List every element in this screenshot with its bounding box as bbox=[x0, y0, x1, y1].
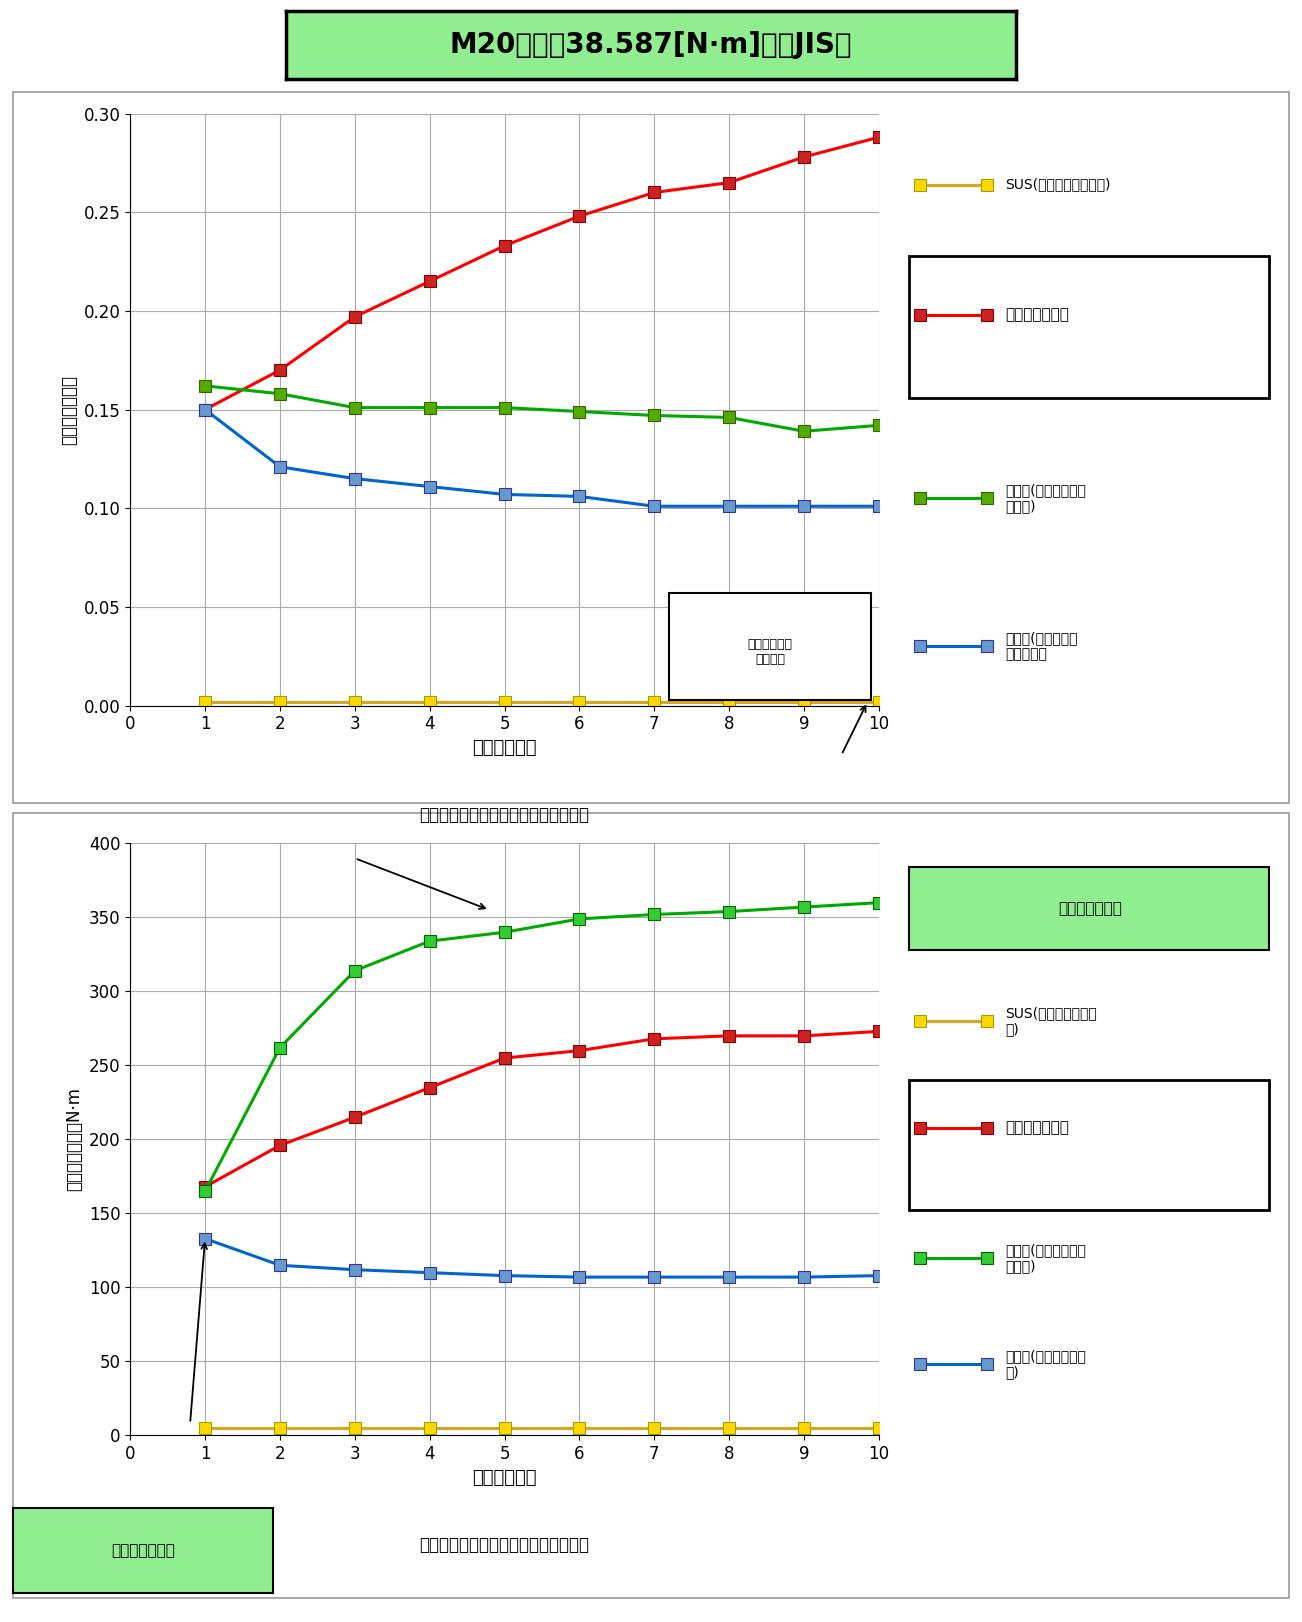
Text: 軸力一定における締め付けトルク比較: 軸力一定における締め付けトルク比較 bbox=[419, 1536, 590, 1554]
Text: 焼き付くため
測定不能: 焼き付くため 測定不能 bbox=[747, 639, 793, 667]
Text: やきつかナット: やきつかナット bbox=[1005, 307, 1069, 323]
Bar bbox=[669, 594, 871, 699]
Text: SUS(コーティング無し): SUS(コーティング無し) bbox=[1005, 177, 1111, 191]
Text: 座面に付着あり: 座面に付着あり bbox=[111, 1543, 176, 1559]
Text: やきつかナット: やきつかナット bbox=[1005, 1121, 1069, 1135]
Text: 座面に付着なし: 座面に付着なし bbox=[1059, 902, 1122, 916]
Text: 潤滑剤(二硫化モリブ
デン系): 潤滑剤(二硫化モリブ デン系) bbox=[1005, 1242, 1086, 1273]
Y-axis label: ネジ面摩擦係数: ネジ面摩擦係数 bbox=[60, 375, 78, 444]
Text: SUS(コーティング無
し): SUS(コーティング無 し) bbox=[1005, 1006, 1096, 1036]
X-axis label: 繰り返し回数: 繰り返し回数 bbox=[473, 740, 536, 757]
Text: 軸力一定におけるネジ面摩擦係数比較: 軸力一定におけるネジ面摩擦係数比較 bbox=[419, 806, 590, 824]
Y-axis label: 締め付けトルクN·m: 締め付けトルクN·m bbox=[65, 1087, 83, 1192]
Text: 潤滑剤(有機ペースト
系): 潤滑剤(有機ペースト 系) bbox=[1005, 1350, 1086, 1380]
X-axis label: 繰り返し回数: 繰り返し回数 bbox=[473, 1470, 536, 1487]
Text: 潤滑剤(二硫化モリブ
デン系): 潤滑剤(二硫化モリブ デン系) bbox=[1005, 483, 1086, 514]
Text: M20：軸力38.587[N·m]　（JIS）: M20：軸力38.587[N·m] （JIS） bbox=[449, 31, 853, 60]
Text: 潤滑剤(有機化合物
ペースト）: 潤滑剤(有機化合物 ペースト） bbox=[1005, 631, 1078, 662]
